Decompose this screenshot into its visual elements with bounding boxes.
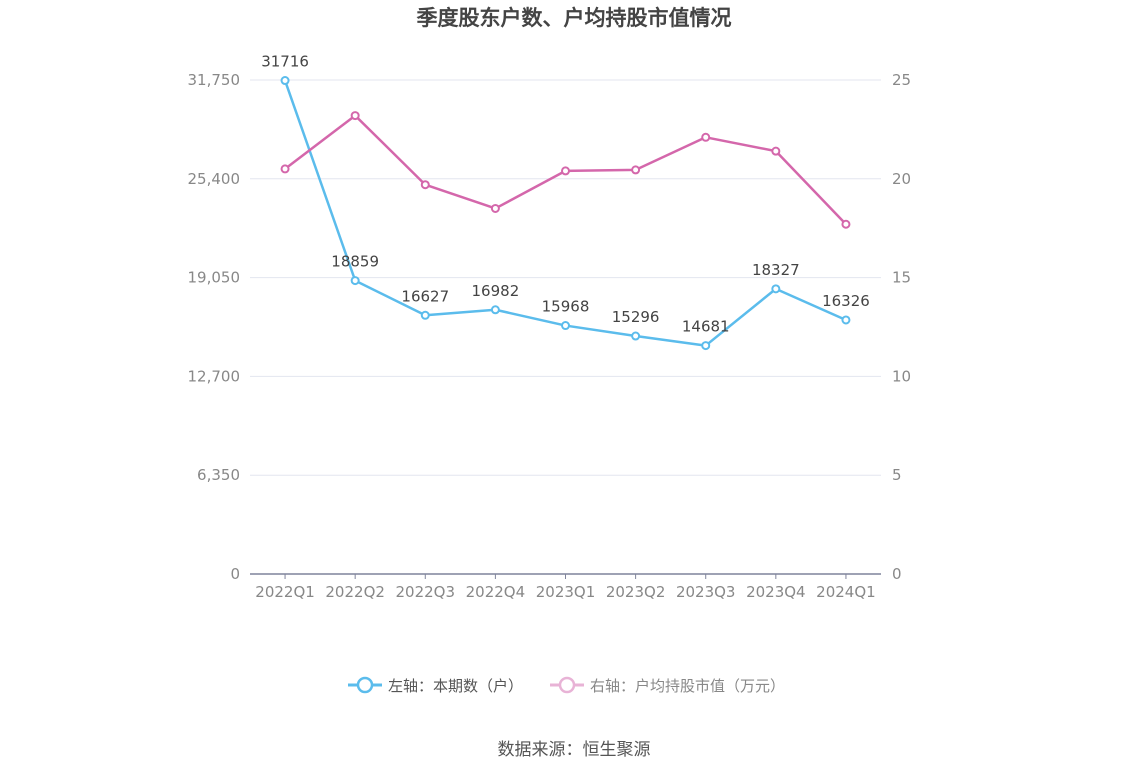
- legend-item-avg-holding-value: 右轴：户均持股市值（万元）: [550, 676, 785, 695]
- right-tick-label: 25: [892, 71, 911, 89]
- legend-label: 右轴：户均持股市值（万元）: [590, 677, 785, 695]
- x-tick-label: 2024Q1: [816, 583, 876, 601]
- holders-count-point: [350, 276, 360, 286]
- data-label: 31716: [261, 53, 309, 71]
- data-label: 15296: [612, 308, 660, 326]
- source-note: 数据来源：恒生聚源: [498, 740, 651, 760]
- left-tick-label: 6,350: [197, 466, 240, 484]
- data-label: 15968: [542, 298, 590, 316]
- holders-count-point: [631, 331, 641, 341]
- x-tick-label: 2022Q3: [396, 583, 456, 601]
- x-tick-label: 2023Q2: [606, 583, 666, 601]
- legend-item-holders-count: 左轴：本期数（户）: [348, 676, 523, 695]
- holders-count-point: [841, 315, 851, 325]
- x-tick-label: 2023Q1: [536, 583, 596, 601]
- legend-swatch-marker: [356, 676, 374, 694]
- left-tick-label: 12,700: [188, 367, 241, 385]
- right-tick-label: 20: [892, 170, 911, 188]
- holders-count-point: [280, 76, 290, 86]
- data-label: 14681: [682, 318, 730, 336]
- right-tick-label: 0: [892, 565, 902, 583]
- holders-count-point: [490, 305, 500, 315]
- data-label: 16982: [472, 282, 520, 300]
- left-tick-label: 25,400: [188, 170, 241, 188]
- left-tick-label: 19,050: [188, 269, 241, 287]
- legend-label: 左轴：本期数（户）: [388, 677, 523, 695]
- holders-count-point: [771, 284, 781, 294]
- x-tick-label: 2022Q1: [255, 583, 315, 601]
- x-tick-label: 2022Q2: [325, 583, 385, 601]
- data-label: 16326: [822, 292, 870, 310]
- x-tick-label: 2023Q3: [676, 583, 736, 601]
- left-tick-label: 0: [230, 565, 240, 583]
- holders-count-point: [561, 321, 570, 331]
- avg-holding-value-point: [701, 132, 711, 142]
- holders-count-point: [701, 341, 711, 351]
- chart-title: 季度股东户数、户均持股市值情况: [417, 6, 732, 30]
- axes: 0 0 6,350 5 12,700 10 19,050 15 25,400 20 31,750 25…: [188, 71, 912, 601]
- avg-holding-value-point: [561, 166, 570, 176]
- right-tick-label: 5: [892, 466, 902, 484]
- data-labels: 31716 18859 16627 16982 15968 15296 14681 18327…: [261, 53, 870, 336]
- data-label: 18327: [752, 261, 800, 279]
- avg-holding-value-point: [490, 203, 500, 213]
- avg-holding-value-point: [841, 219, 851, 229]
- avg-holding-value-point: [350, 111, 360, 121]
- right-tick-label: 10: [892, 367, 911, 385]
- avg-holding-value-point: [771, 146, 781, 156]
- avg-holding-value-point: [631, 165, 641, 175]
- avg-holding-value-point: [280, 164, 290, 174]
- x-tick-label: 2023Q4: [746, 583, 806, 601]
- avg-holding-value-point: [420, 180, 430, 190]
- holders-count-point: [420, 310, 430, 320]
- x-tick-label: 2022Q4: [466, 583, 526, 601]
- data-label: 16627: [401, 287, 449, 305]
- left-tick-label: 31,750: [188, 71, 241, 89]
- legend: 左轴：本期数（户） 右轴：户均持股市值（万元）: [348, 676, 785, 695]
- series-layer: [280, 76, 851, 351]
- right-tick-label: 15: [892, 269, 911, 287]
- legend-swatch-marker: [558, 676, 576, 694]
- data-label: 18859: [331, 253, 379, 271]
